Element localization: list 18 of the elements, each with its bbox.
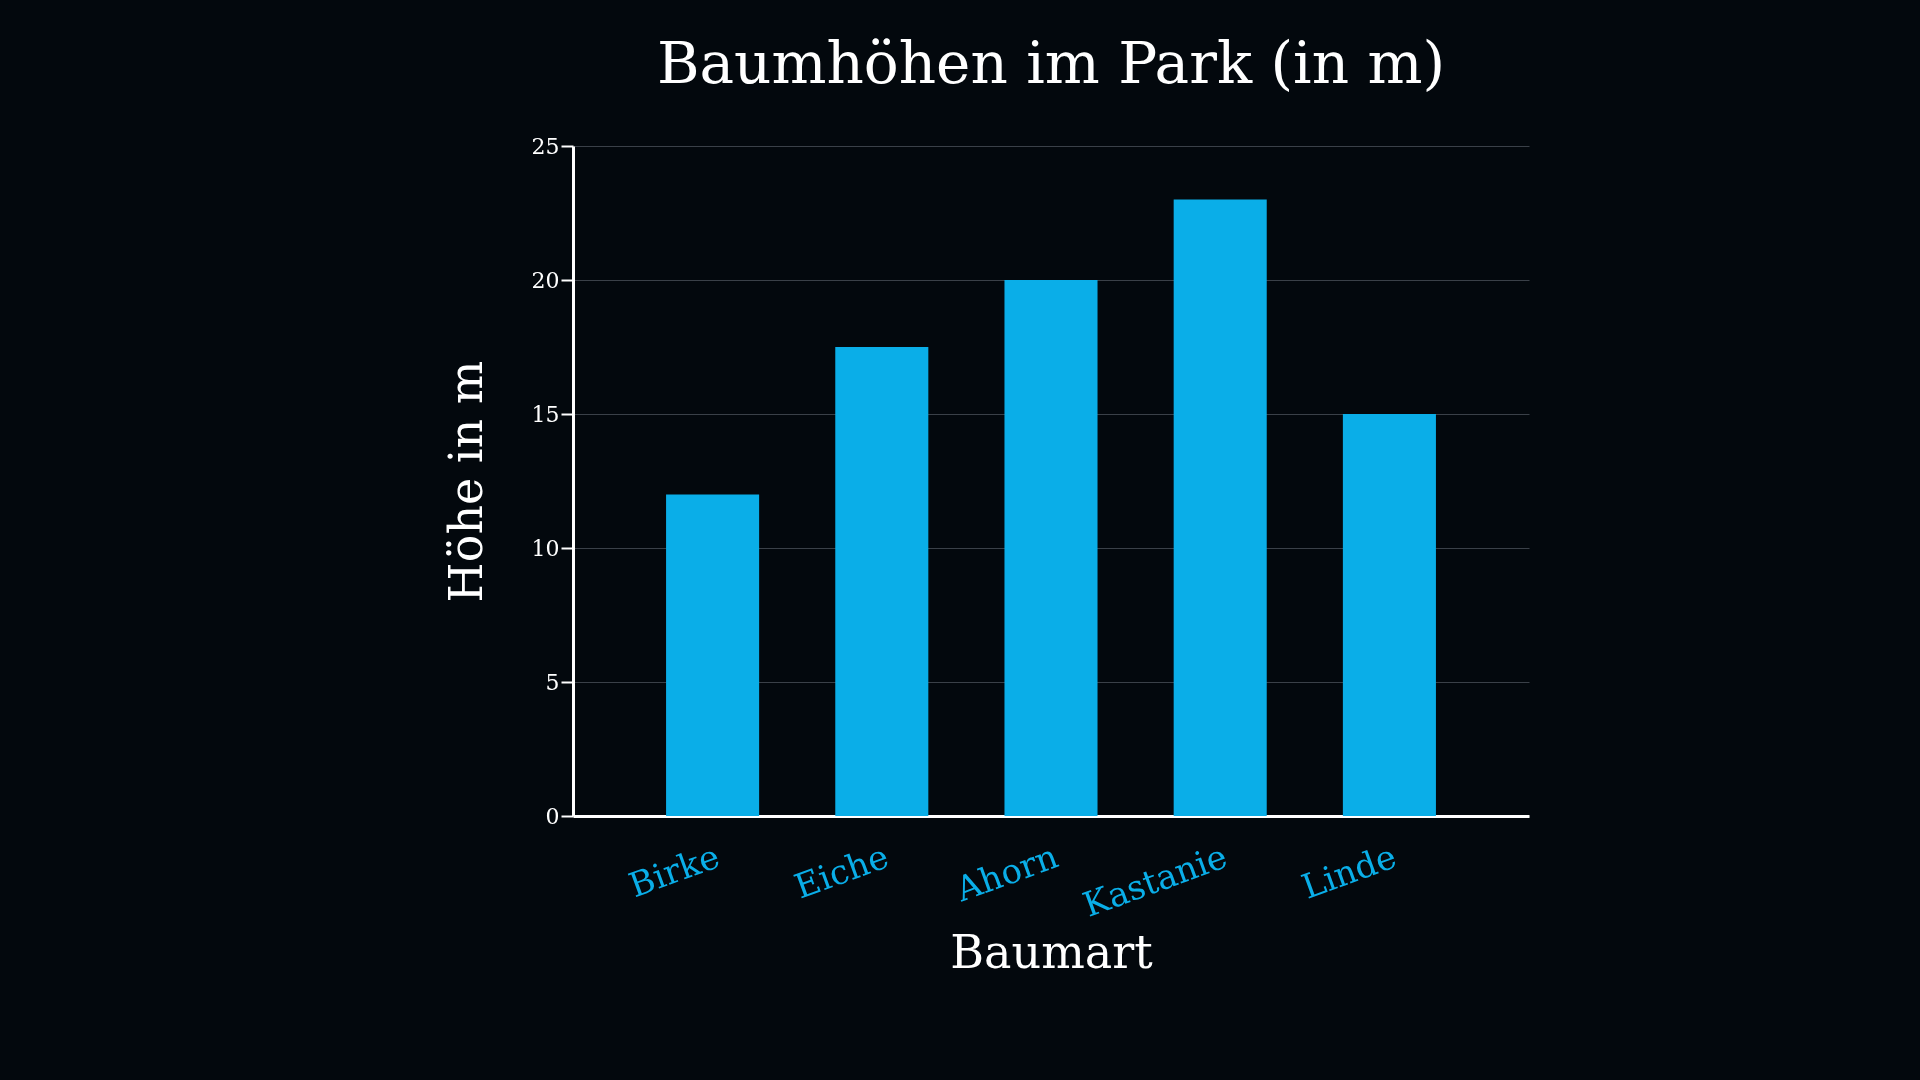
bar: [1342, 414, 1436, 816]
y-tick-label: 10: [531, 535, 560, 561]
x-axis-title: Baumart: [950, 924, 1154, 979]
y-tick-label: 20: [531, 267, 560, 293]
y-tick-label: 15: [531, 401, 560, 427]
x-tick-label: Linde: [1296, 835, 1402, 907]
y-tick-label: 25: [531, 133, 560, 159]
y-tick-label: 0: [545, 803, 560, 829]
bar: [1004, 280, 1098, 816]
x-tick-label: Birke: [623, 835, 725, 906]
y-axis-title: Höhe in m: [438, 360, 493, 603]
bar: [835, 347, 929, 816]
y-tick-label: 5: [545, 669, 560, 695]
bar: [1173, 199, 1267, 816]
chart-title: Baumhöhen im Park (in m): [656, 29, 1446, 97]
x-tick-label: Ahorn: [949, 835, 1063, 910]
x-tick-label: Eiche: [789, 835, 894, 907]
bar: [666, 494, 760, 816]
